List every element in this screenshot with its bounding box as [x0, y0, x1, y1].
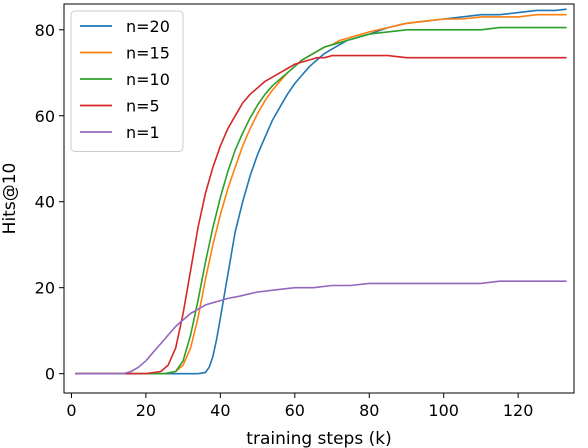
x-tick-label: 80: [359, 401, 379, 420]
legend-label: n=1: [126, 123, 160, 142]
x-axis-label: training steps (k): [246, 429, 391, 448]
plot-lines: [75, 8, 567, 375]
y-axis-label: Hits@10: [0, 163, 20, 235]
legend-label: n=5: [126, 97, 160, 116]
x-axis-ticks: 0 20 40 60 80 100 120: [66, 393, 533, 420]
y-tick-label: 20: [35, 279, 55, 298]
legend-label: n=15: [126, 44, 170, 63]
legend-label: n=20: [126, 17, 170, 36]
legend-label: n=10: [126, 70, 170, 89]
y-tick-label: 40: [35, 193, 55, 212]
x-tick-label: 100: [428, 401, 459, 420]
y-tick-label: 80: [35, 21, 55, 40]
y-tick-label: 0: [45, 365, 55, 384]
y-tick-label: 60: [35, 107, 55, 126]
legend-box: [70, 10, 184, 152]
y-axis-ticks: 0 20 40 60 80: [35, 21, 64, 384]
x-tick-label: 60: [285, 401, 305, 420]
x-tick-label: 40: [210, 401, 230, 420]
series-line-n-5: [75, 54, 567, 375]
x-tick-label: 0: [66, 401, 76, 420]
series-line-n-1: [75, 280, 567, 375]
x-tick-label: 120: [503, 401, 534, 420]
x-tick-label: 20: [136, 401, 156, 420]
legend: n=20 n=15 n=10 n=5 n=1: [70, 10, 184, 152]
plot-frame: [63, 3, 575, 394]
